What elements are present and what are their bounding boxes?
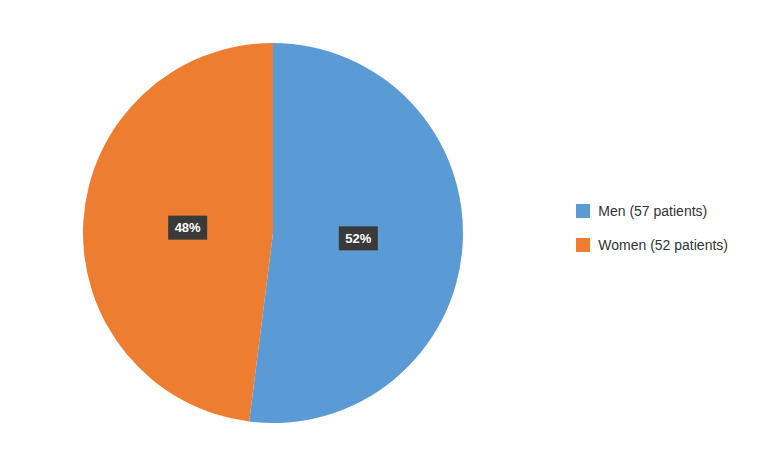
svg-text:48%: 48%: [175, 220, 201, 235]
html-text:Women (52 patients): Women (52 patients): [598, 237, 728, 253]
html-text:Men (57 patients): Men (57 patients): [598, 203, 708, 219]
svg-text:52%: 52%: [345, 231, 371, 246]
